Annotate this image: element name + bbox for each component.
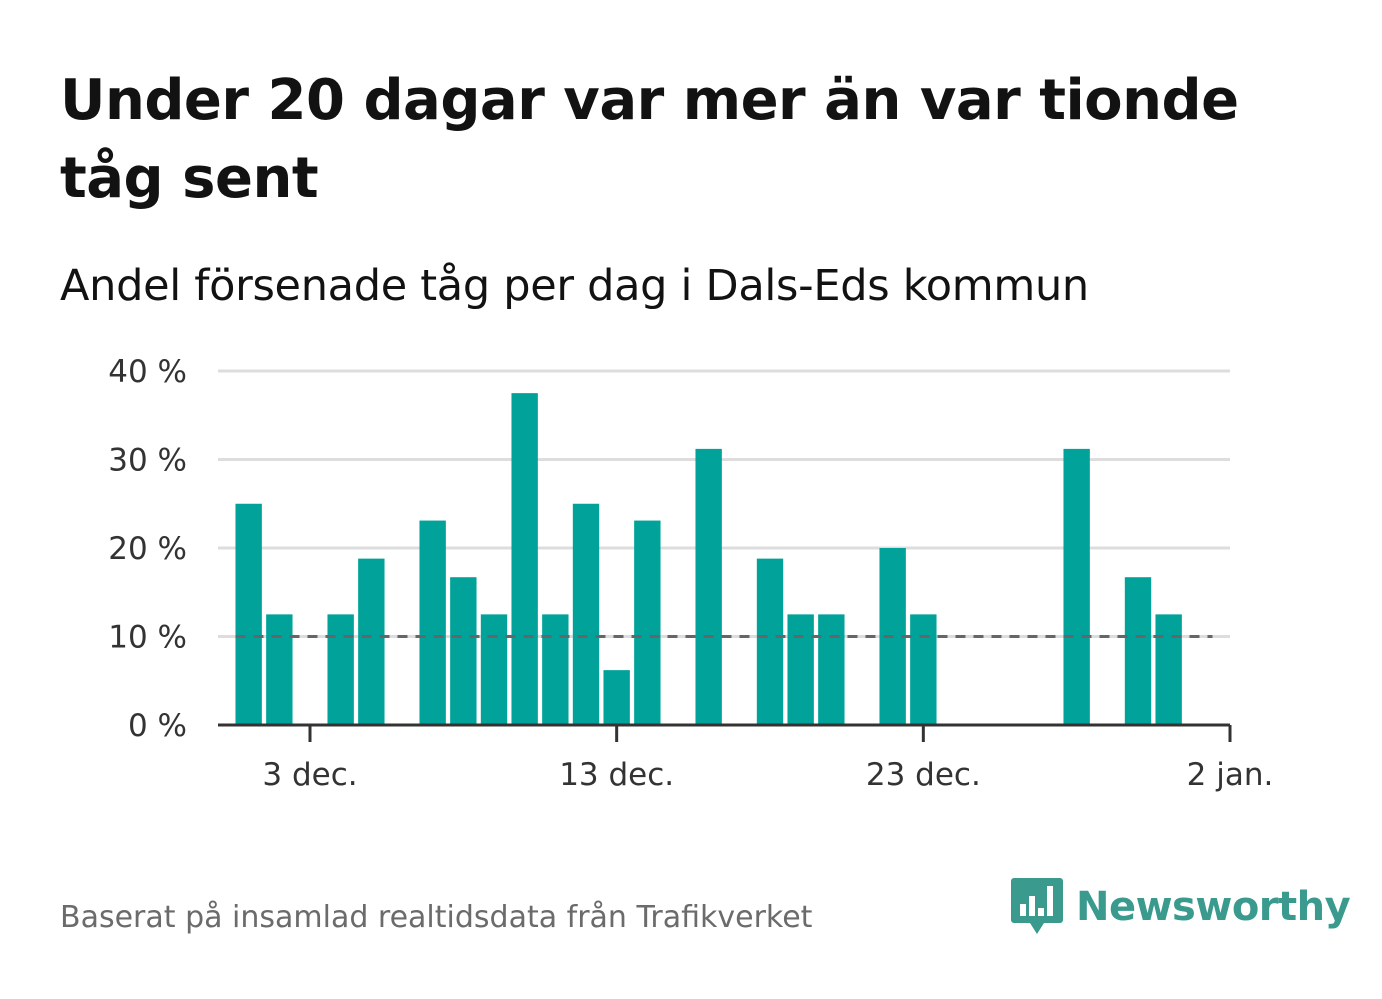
bar [266, 614, 293, 725]
newsworthy-logo-icon [1011, 878, 1063, 934]
bar [634, 520, 661, 725]
bar-chart: 0 % 10 % 20 % 30 % 40 % 3 dec. 13 dec. 23 dec.… [108, 354, 1273, 793]
bar [327, 614, 354, 725]
bars [235, 393, 1182, 725]
y-tick-label: 30 % [108, 443, 187, 479]
bar [572, 503, 600, 725]
bar [1155, 614, 1182, 725]
bar [818, 614, 845, 725]
bar [756, 558, 784, 725]
bar [235, 503, 262, 725]
bar [480, 614, 508, 725]
bar [910, 614, 937, 725]
bar [787, 614, 814, 725]
y-tick-label: 20 % [108, 531, 187, 567]
y-tick-label: 40 % [108, 354, 187, 390]
y-tick-label: 10 % [108, 620, 187, 656]
y-tick-label: 0 % [128, 708, 187, 744]
bar [542, 614, 569, 725]
source-note: Baserat på insamlad realtidsdata från Tr… [60, 900, 813, 935]
x-tick-label: 13 dec. [559, 757, 674, 793]
newsworthy-logo: Newsworthy [1010, 876, 1351, 938]
bar [695, 448, 722, 725]
chart-headline: Under 20 dagar var mer än var tionde tåg… [60, 68, 1239, 211]
bar [450, 577, 477, 725]
bar [603, 670, 630, 725]
y-axis-tick-labels: 0 % 10 % 20 % 30 % 40 % [108, 354, 187, 744]
bar [419, 520, 446, 725]
bar [1124, 577, 1152, 725]
bar [1063, 448, 1090, 725]
x-tick-label: 23 dec. [866, 757, 981, 793]
newsworthy-logo-text: Newsworthy [1076, 884, 1351, 930]
x-tick-label: 2 jan. [1187, 757, 1274, 793]
bar [358, 558, 385, 725]
bar [511, 393, 538, 725]
chart-subtitle: Andel försenade tåg per dag i Dals-Eds k… [60, 261, 1089, 311]
x-tick-label: 3 dec. [262, 757, 357, 793]
x-axis-tick-labels: 3 dec. 13 dec. 23 dec. 2 jan. [262, 757, 1273, 793]
x-axis [218, 723, 1232, 742]
